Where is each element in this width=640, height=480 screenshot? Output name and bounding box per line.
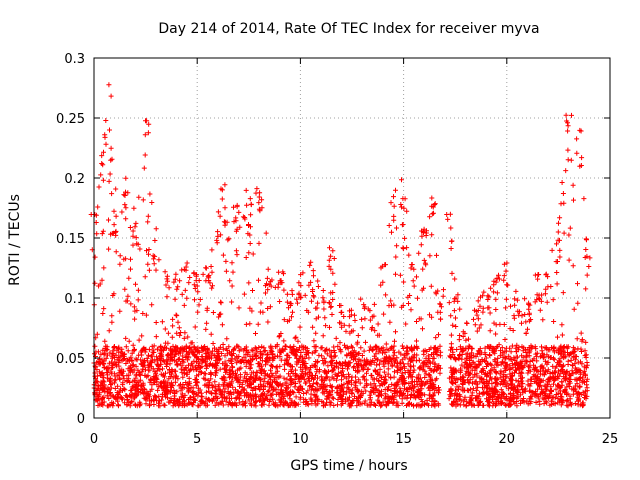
y-tick-label: 0.25 bbox=[56, 112, 85, 127]
data-points bbox=[88, 82, 593, 409]
y-tick-label: 0.05 bbox=[56, 352, 85, 367]
y-axis-label: ROTI / TECUs bbox=[7, 194, 23, 286]
y-tick-label: 0.2 bbox=[64, 172, 85, 187]
x-tick-label: 20 bbox=[499, 432, 516, 447]
x-tick-label: 25 bbox=[602, 432, 619, 447]
x-axis-label: GPS time / hours bbox=[290, 458, 407, 474]
y-tick-label: 0 bbox=[77, 412, 85, 427]
x-tick-label: 0 bbox=[90, 432, 98, 447]
y-tick-label: 0.3 bbox=[64, 52, 85, 67]
y-tick-label: 0.1 bbox=[64, 292, 85, 307]
chart-title: Day 214 of 2014, Rate Of TEC Index for r… bbox=[158, 21, 539, 37]
x-tick-label: 15 bbox=[395, 432, 412, 447]
y-tick-label: 0.15 bbox=[56, 232, 85, 247]
x-tick-label: 10 bbox=[292, 432, 309, 447]
x-tick-label: 5 bbox=[193, 432, 201, 447]
roti-scatter-markers bbox=[88, 82, 593, 409]
plot-frame bbox=[93, 57, 611, 419]
axis-ticks: 0 5 10 15 20 25 0 0.05 0.1 0.15 0.2 0.25 0.3 bbox=[56, 52, 618, 447]
